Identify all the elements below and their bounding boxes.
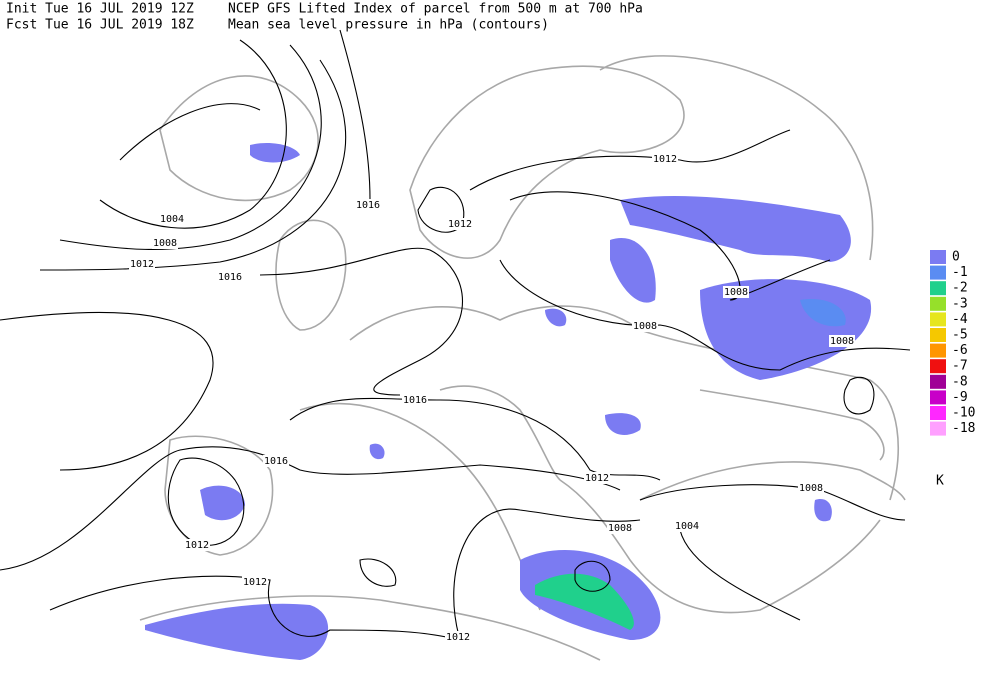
contour-label-bg xyxy=(632,320,658,332)
legend-unit: K xyxy=(936,474,944,489)
contour-label-bg xyxy=(829,335,855,347)
legend-label: -5 xyxy=(952,328,968,343)
legend: 0-1-2-3-4-5-6-7-8-9-10-18 K xyxy=(930,250,975,489)
contour-label: 1012 xyxy=(653,154,677,165)
contour-label: 1004 xyxy=(160,214,184,225)
contour-label-bg xyxy=(129,258,155,270)
legend-label: -10 xyxy=(952,406,975,421)
contour-label: 1012 xyxy=(185,540,209,551)
legend-swatch xyxy=(930,250,946,264)
contour-label-bg xyxy=(184,539,210,551)
legend-swatch xyxy=(930,421,946,436)
contour-label-bg xyxy=(402,394,428,406)
lifted-index-area xyxy=(369,443,385,460)
contour-label: 1008 xyxy=(830,336,854,347)
contour-label-bg xyxy=(798,482,824,494)
contour-label-bg xyxy=(242,576,268,588)
isobars xyxy=(0,29,911,641)
legend-swatch xyxy=(930,328,946,342)
contour-label: 1004 xyxy=(675,521,699,532)
contour-label: 1012 xyxy=(243,577,267,588)
legend-label: -4 xyxy=(952,312,968,327)
legend-label: -7 xyxy=(952,359,968,374)
lifted-index-area xyxy=(545,308,567,327)
contour-label: 1008 xyxy=(633,321,657,332)
contour-label-bg xyxy=(152,237,178,249)
lifted-index-area xyxy=(200,485,245,521)
contour-label: 1008 xyxy=(608,523,632,534)
contour-labels: 1004 1008 1012 1016 1012 1016 1012 1008 1008 1008… xyxy=(129,153,855,643)
subtitle: Mean sea level pressure in hPa (contours… xyxy=(228,18,549,33)
contour-label: 1008 xyxy=(799,483,823,494)
contour-label: 1016 xyxy=(264,456,288,467)
legend-label: -2 xyxy=(952,281,968,296)
legend-label: -3 xyxy=(952,296,968,311)
legend-label: 0 xyxy=(952,250,960,265)
legend-swatch xyxy=(930,281,946,296)
contour-label-bg xyxy=(355,199,381,211)
contour-label-bg xyxy=(607,522,633,534)
legend-swatch xyxy=(930,390,946,405)
lifted-index-area xyxy=(535,573,634,630)
legend-swatch xyxy=(930,359,946,374)
contour-label-bg xyxy=(445,631,471,643)
contour-label-bg xyxy=(584,472,610,484)
lifted-index-areas xyxy=(145,143,872,660)
contour-label: 1008 xyxy=(153,238,177,249)
lifted-index-area xyxy=(814,499,832,522)
legend-label: -9 xyxy=(952,390,968,405)
lifted-index-area xyxy=(800,299,846,327)
legend-swatch xyxy=(930,406,946,420)
legend-swatch xyxy=(930,296,946,311)
lifted-index-area xyxy=(250,143,300,163)
legend-swatch xyxy=(930,343,946,358)
legend-swatch xyxy=(930,312,946,327)
legend-swatch xyxy=(930,265,946,280)
contour-label-bg xyxy=(263,455,289,467)
lifted-index-area xyxy=(605,413,641,435)
contour-label-bg xyxy=(217,271,243,283)
legend-label: -18 xyxy=(952,421,975,436)
legend-label: -1 xyxy=(952,265,968,280)
forecast-time: Fcst Tue 16 JUL 2019 18Z xyxy=(6,18,194,33)
contour-label: 1012 xyxy=(585,473,609,484)
contour-label-bg xyxy=(447,218,473,230)
contour-label-bg xyxy=(652,153,678,165)
lifted-index-area xyxy=(610,238,656,303)
legend-swatch xyxy=(930,374,946,389)
contour-label: 1016 xyxy=(356,200,380,211)
legend-label: -6 xyxy=(952,343,968,358)
title: NCEP GFS Lifted Index of parcel from 500… xyxy=(228,2,643,17)
contour-label-bg xyxy=(159,213,185,225)
contour-label: 1016 xyxy=(218,272,242,283)
contour-label: 1012 xyxy=(448,219,472,230)
lifted-index-area xyxy=(620,195,851,262)
lifted-index-area xyxy=(145,603,329,660)
contour-label-bg xyxy=(723,286,749,298)
init-time: Init Tue 16 JUL 2019 12Z xyxy=(6,2,194,17)
contour-label: 1012 xyxy=(130,259,154,270)
legend-label: -8 xyxy=(952,374,968,389)
contour-label-bg xyxy=(674,520,700,532)
contour-label: 1008 xyxy=(724,287,748,298)
contour-label: 1016 xyxy=(403,395,427,406)
contour-label: 1012 xyxy=(446,632,470,643)
